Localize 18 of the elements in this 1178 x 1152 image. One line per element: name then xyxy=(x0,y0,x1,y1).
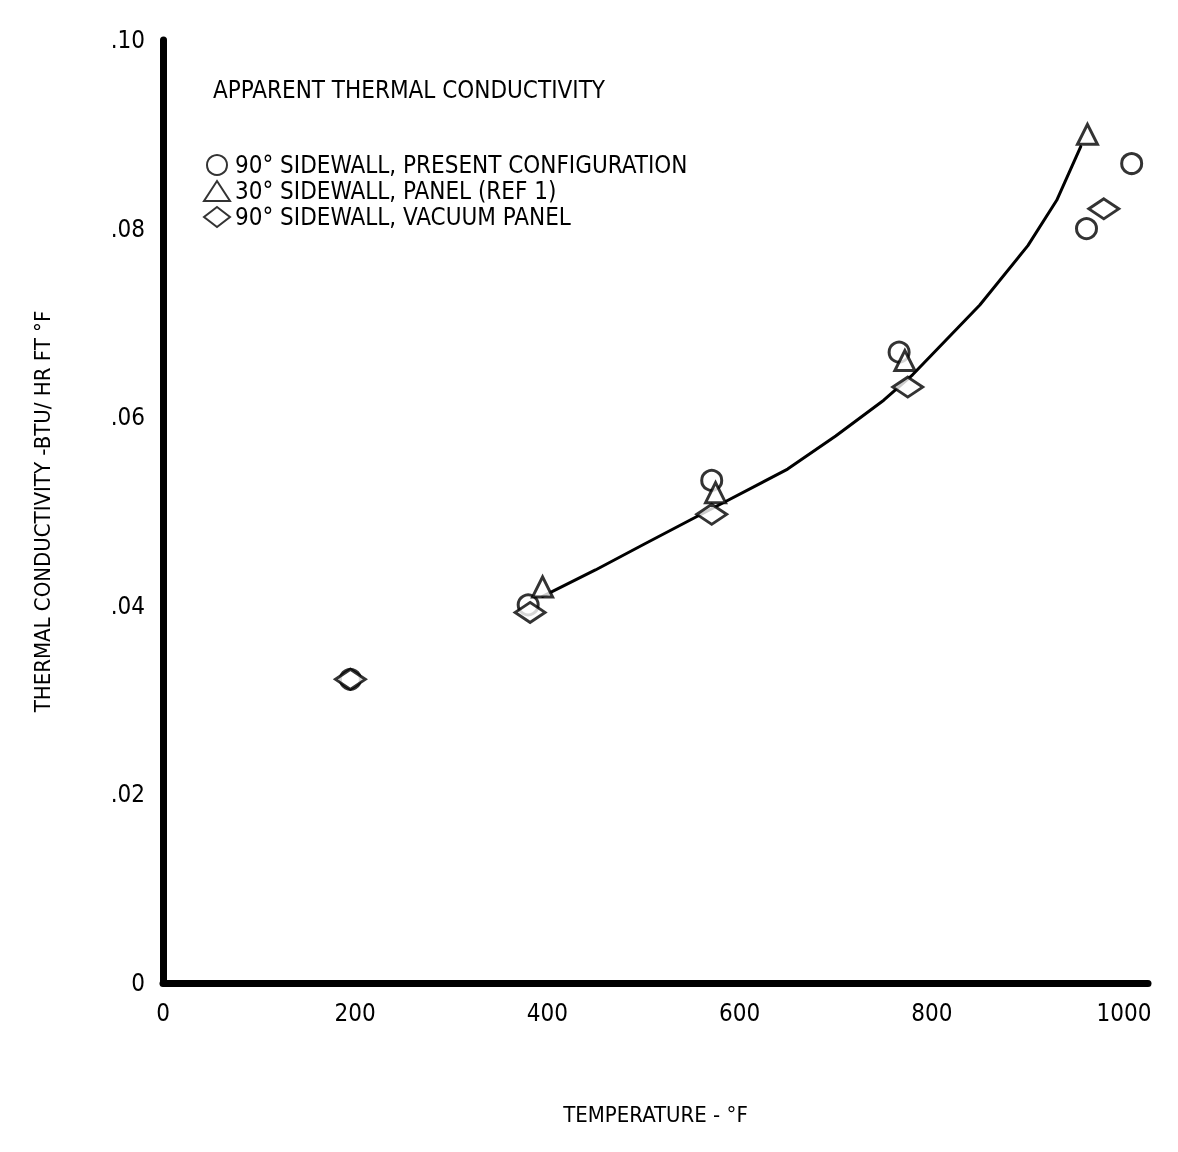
text: APPARENT THERMAL CONDUCTIVITY xyxy=(213,76,606,104)
y-tick-label: .02 xyxy=(110,780,145,809)
y-tick-label: .10 xyxy=(110,26,145,54)
legend-label: 30° SIDEWALL, PANEL (REF 1) xyxy=(235,177,557,205)
legend-label: 90° SIDEWALL, PRESENT CONFIGURATION xyxy=(235,151,688,179)
y-tick-label: 0 xyxy=(131,969,145,997)
x-tick-label: 200 xyxy=(334,999,376,1027)
y-tick-label: .08 xyxy=(110,214,145,243)
x-axis-title: TEMPERATURE - °F xyxy=(562,1101,748,1127)
x-tick-label: 600 xyxy=(718,999,761,1027)
legend-label: 90° SIDEWALL, VACUUM PANEL xyxy=(235,203,571,231)
y-axis-title: THERMAL CONDUCTIVITY -BTU/ HR FT °F xyxy=(29,310,55,714)
y-tick-label: .04 xyxy=(110,591,145,620)
x-tick-label: 400 xyxy=(526,999,568,1027)
y-tick-label: .06 xyxy=(110,403,145,432)
x-tick-label: 0 xyxy=(156,999,170,1027)
x-tick-label: 1000 xyxy=(1096,999,1152,1027)
x-tick-label: 800 xyxy=(911,999,953,1027)
